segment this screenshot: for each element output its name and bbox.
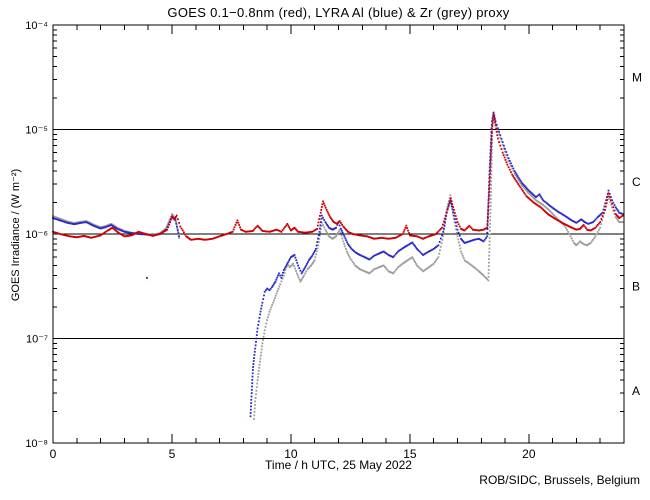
credit-text: ROB/SIDC, Brussels, Belgium — [479, 473, 640, 487]
x-axis-title: Time / h UTC, 25 May 2022 — [265, 458, 412, 472]
x-tick-labels: 0 5 10 15 20 — [50, 447, 536, 461]
plot-frame — [52, 24, 625, 444]
y-tick-labels: 10⁻⁴ 10⁻⁵ 10⁻⁶ 10⁻⁷ 10⁻⁸ — [25, 20, 48, 450]
svg-text:10⁻⁷: 10⁻⁷ — [26, 334, 48, 346]
svg-text:10⁻⁴: 10⁻⁴ — [25, 20, 48, 32]
svg-text:C: C — [632, 175, 641, 189]
svg-text:20: 20 — [522, 447, 536, 461]
series-lyra_zr_grey — [52, 113, 624, 420]
svg-text:M: M — [632, 70, 642, 84]
svg-text:A: A — [632, 384, 640, 398]
chart-title: GOES 0.1−0.8nm (red), LYRA Al (blue) & Z… — [167, 5, 510, 20]
svg-text:5: 5 — [169, 447, 176, 461]
svg-text:10: 10 — [284, 447, 298, 461]
svg-text:15: 15 — [403, 447, 417, 461]
svg-text:10⁻⁸: 10⁻⁸ — [25, 438, 48, 450]
svg-text:0: 0 — [50, 447, 57, 461]
series-goes_red — [52, 112, 624, 241]
series-lyra_al_blue — [52, 111, 624, 418]
flare-class-labels: M C B A — [632, 70, 642, 398]
svg-text:B: B — [632, 279, 640, 293]
x-axis-ticks — [52, 25, 625, 443]
svg-text:10⁻⁶: 10⁻⁶ — [25, 229, 48, 241]
y-axis-title: GOES Irradiance / (W m⁻²) — [10, 168, 22, 302]
svg-text:10⁻⁵: 10⁻⁵ — [25, 125, 48, 137]
